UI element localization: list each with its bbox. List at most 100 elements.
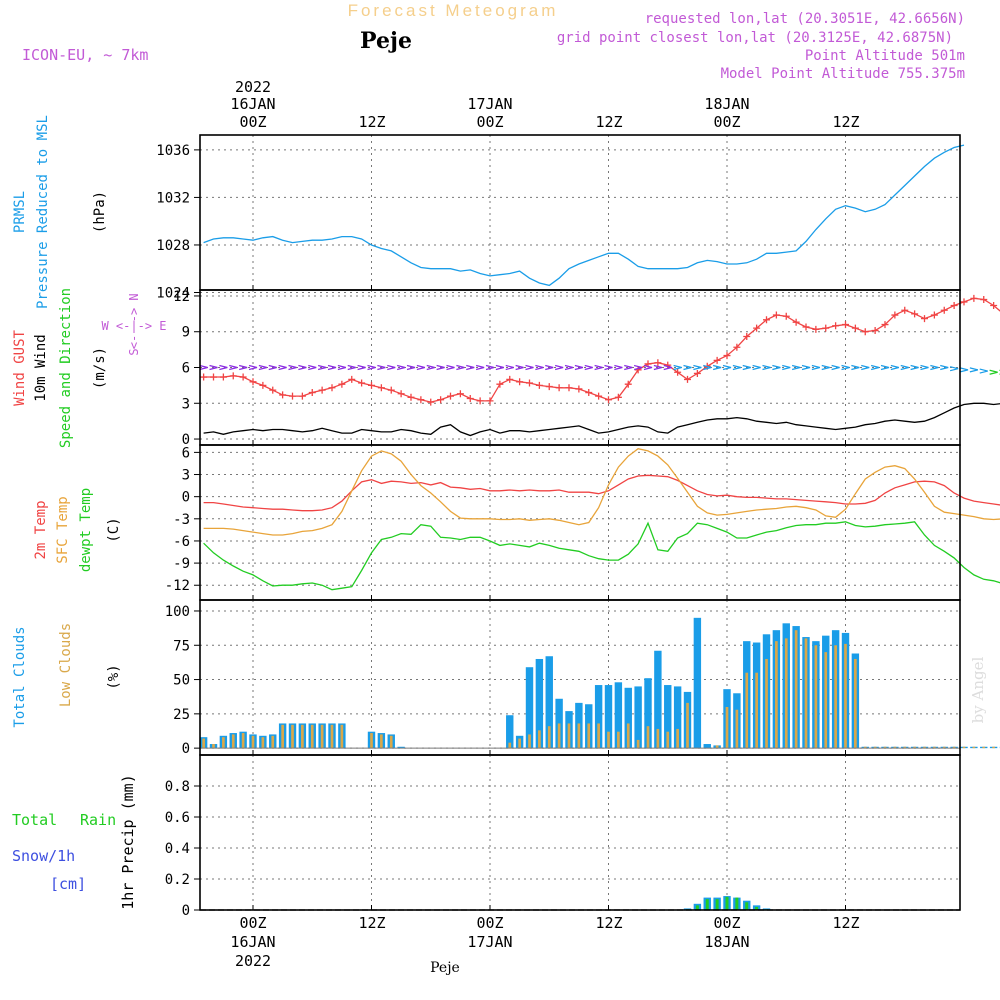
- low-clouds-bar: [261, 737, 265, 749]
- low-clouds-bar: [370, 733, 373, 749]
- gust-marker: [713, 356, 721, 364]
- wind-direction-arrow: [238, 364, 248, 371]
- gust-marker: [911, 310, 919, 318]
- point-altitude: Point Altitude 501m: [805, 48, 965, 64]
- gust-marker: [861, 328, 869, 336]
- gridpoint-coords: grid point closest lon,lat (20.3125E, 42…: [557, 30, 953, 46]
- location-title: Peje: [360, 28, 412, 54]
- gust-marker: [772, 311, 780, 319]
- wind-direction-arrow: [298, 364, 307, 371]
- series-line-wind-gust: [203, 297, 1000, 403]
- low-clouds-bar: [666, 731, 670, 749]
- total-clouds-bar: [397, 746, 405, 749]
- wind-ytick-label: 6: [182, 361, 190, 377]
- wind-direction-arrow: [564, 364, 574, 371]
- gust-marker: [832, 322, 840, 330]
- gust-marker: [871, 327, 879, 335]
- wind-direction-arrow: [791, 364, 801, 371]
- low-clouds-bar: [923, 746, 926, 749]
- wind-gust-label: Wind GUST: [12, 330, 28, 406]
- gust-marker: [960, 298, 968, 306]
- low-clouds-bar: [310, 724, 314, 749]
- gust-marker: [684, 375, 691, 383]
- wind-direction-arrow: [554, 364, 564, 371]
- series-line-dewpt-temp: [203, 521, 1000, 591]
- requested-coords: requested lon,lat (20.3051E, 42.6656N): [645, 11, 965, 27]
- wind-direction-arrow: [475, 364, 485, 371]
- wind-direction-arrow: [535, 364, 544, 371]
- bottom-hour-2: 12Z: [358, 914, 385, 932]
- wind-direction-arrow: [515, 364, 524, 371]
- gust-marker: [210, 373, 217, 381]
- low-clouds-bar: [962, 746, 966, 749]
- gust-marker: [595, 392, 603, 400]
- gust-marker: [693, 369, 701, 377]
- low-clouds-bar: [636, 739, 640, 749]
- wind-direction-arrow: [377, 364, 386, 371]
- total-clouds-bar: [614, 682, 623, 749]
- total-clouds-bar: [703, 744, 711, 749]
- wind-direction-arrow: [870, 364, 880, 371]
- low-clouds-bar: [271, 735, 275, 749]
- compass-we: W <-|-> E: [101, 319, 166, 333]
- gust-marker: [555, 384, 563, 392]
- low-clouds-bar: [587, 723, 591, 749]
- low-clouds-bar: [518, 738, 521, 749]
- wind-direction-arrow: [959, 367, 969, 373]
- wind-direction-arrow: [841, 364, 850, 371]
- wind-direction-arrow: [653, 364, 663, 371]
- series-line-10m-wind: [203, 402, 1000, 437]
- gust-marker: [358, 379, 366, 387]
- gust-marker: [812, 325, 820, 333]
- gust-marker: [585, 389, 593, 397]
- wind-direction-arrow: [248, 364, 258, 371]
- gust-marker: [842, 321, 849, 329]
- low-clouds-bar: [725, 706, 729, 749]
- temperature-ytick-label: -6: [173, 534, 190, 550]
- gust-marker: [298, 392, 306, 400]
- wind-direction-arrow: [890, 364, 900, 371]
- gust-marker: [496, 380, 504, 388]
- wind-direction-arrow: [278, 364, 287, 371]
- wind-direction-arrow: [505, 364, 514, 371]
- low-clouds-bar: [735, 709, 739, 749]
- gust-marker: [466, 395, 474, 402]
- low-clouds-bar: [824, 652, 828, 749]
- wind-direction-arrow: [416, 364, 426, 371]
- prmsl-label: PRMSL: [12, 191, 28, 233]
- low-clouds-bar: [320, 724, 324, 749]
- pressure-ytick-label: 1036: [156, 143, 190, 159]
- low-clouds-bar: [794, 630, 798, 749]
- sfc-temp-label: SFC Temp: [55, 496, 71, 563]
- wind-direction-arrow: [456, 364, 465, 371]
- low-clouds-bar: [804, 638, 808, 749]
- low-clouds-bar: [626, 723, 630, 749]
- wind-direction-arrow: [466, 364, 475, 371]
- wind-direction-arrow: [219, 364, 228, 371]
- gust-marker: [476, 397, 484, 405]
- wind-direction-arrow: [436, 364, 445, 371]
- wind-direction-arrow: [969, 367, 979, 373]
- top-date-18jan: 18JAN: [704, 95, 749, 113]
- wind-direction-arrow: [604, 364, 613, 371]
- gust-marker: [901, 306, 909, 314]
- wind-direction-arrow: [762, 364, 771, 371]
- low-clouds-bar: [676, 728, 679, 749]
- gust-marker: [822, 324, 830, 332]
- wind-direction-arrow: [712, 364, 722, 371]
- temperature-ytick-label: 3: [182, 468, 190, 484]
- clouds-ytick-label: 0: [182, 741, 190, 757]
- precip-unit: 1hr Precip (mm): [119, 774, 137, 909]
- bottom-hour-4: 12Z: [595, 914, 622, 932]
- pressure-ytick-label: 1028: [156, 238, 190, 254]
- low-clouds-bar: [755, 672, 758, 749]
- wind-direction-arrow: [624, 364, 633, 371]
- series-line-prmsl: [203, 144, 965, 287]
- wind-direction-arrow: [387, 364, 396, 371]
- precip-rain-bar: [695, 905, 699, 910]
- gust-marker: [614, 393, 622, 401]
- wind-unit: (m/s): [92, 347, 108, 389]
- gust-marker: [397, 390, 405, 398]
- wind-direction-arrow: [367, 364, 376, 371]
- temp-unit: (C): [106, 517, 122, 542]
